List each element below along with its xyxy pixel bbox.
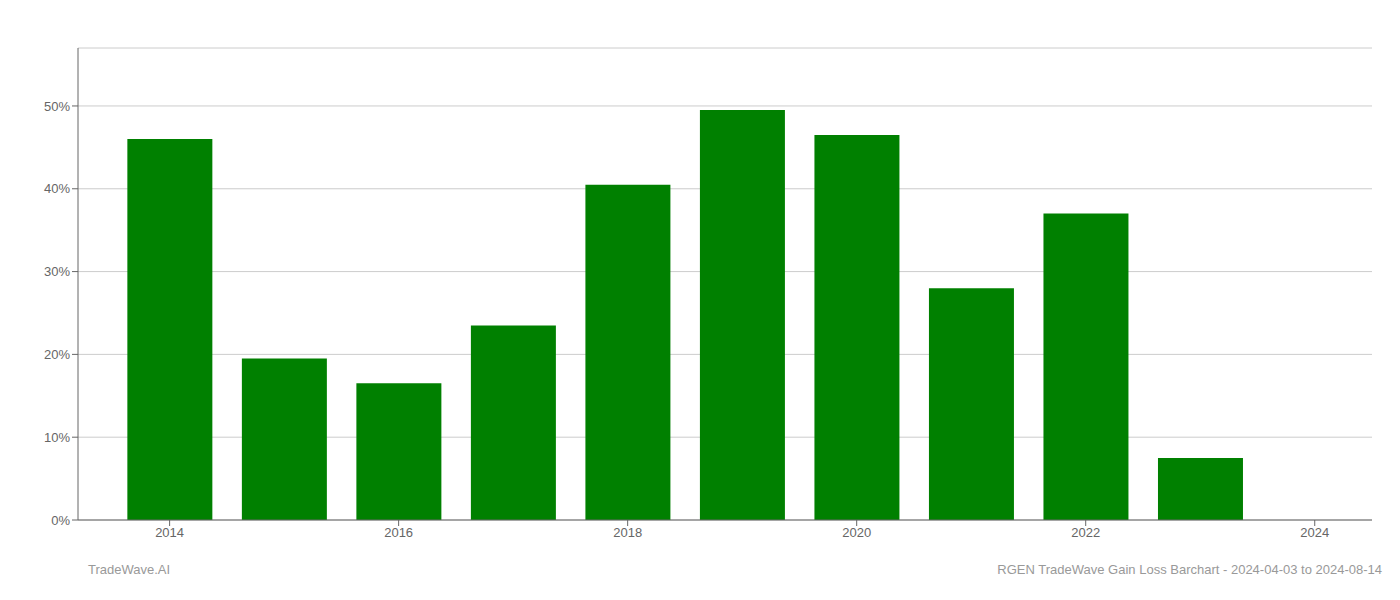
html-text:TradeWave.AI: TradeWave.AI xyxy=(88,562,171,577)
html-text:RGEN TradeWave Gain Loss Barch: RGEN TradeWave Gain Loss Barchart - 2024… xyxy=(997,562,1382,577)
svg-text:30%: 30% xyxy=(44,264,70,279)
svg-text:0%: 0% xyxy=(51,513,70,528)
svg-text:2016: 2016 xyxy=(384,525,413,540)
svg-text:2024: 2024 xyxy=(1300,525,1329,540)
svg-text:2014: 2014 xyxy=(155,525,184,540)
svg-text:2018: 2018 xyxy=(613,525,642,540)
svg-text:2020: 2020 xyxy=(842,525,871,540)
svg-text:20%: 20% xyxy=(44,347,70,362)
svg-text:40%: 40% xyxy=(44,181,70,196)
svg-text:10%: 10% xyxy=(44,430,70,445)
svg-text:50%: 50% xyxy=(44,99,70,114)
svg-text:2022: 2022 xyxy=(1071,525,1100,540)
